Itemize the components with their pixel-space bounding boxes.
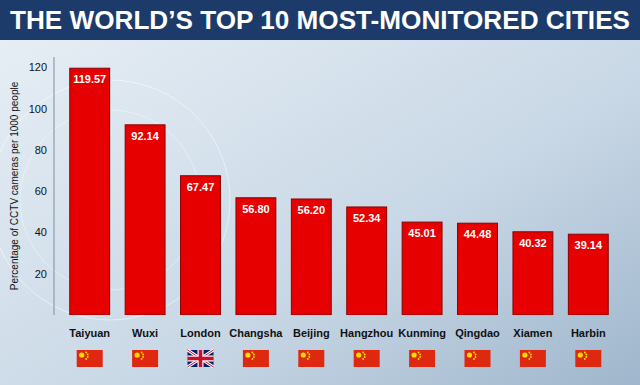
title: THE WORLD’S TOP 10 MOST-MONITORED CITIES <box>10 6 630 34</box>
category-label: Kunming <box>398 327 446 339</box>
data-label: 45.01 <box>408 227 436 239</box>
flag-icon <box>298 350 324 367</box>
flag-icon <box>77 350 103 367</box>
bar <box>568 234 608 315</box>
flag-icon <box>465 350 491 367</box>
y-axis-line <box>54 57 55 315</box>
category-label: Taiyuan <box>69 327 110 339</box>
bar <box>458 223 498 315</box>
category-label: London <box>180 327 221 339</box>
bars <box>70 68 608 315</box>
y-tick-label: 40 <box>35 226 47 238</box>
category-label: Harbin <box>571 327 606 339</box>
flag-icon <box>409 350 435 367</box>
data-label: 92.14 <box>131 130 159 142</box>
category-label: Qingdao <box>455 327 500 339</box>
data-label: 56.80 <box>242 203 270 215</box>
bar <box>70 68 110 315</box>
data-label: 40.32 <box>519 237 547 249</box>
bar <box>347 207 387 315</box>
category-label: Beijing <box>293 327 330 339</box>
flag-icon <box>132 350 158 367</box>
y-tick <box>48 191 52 192</box>
bar <box>181 176 221 315</box>
data-label: 56.20 <box>298 204 326 216</box>
decoration <box>0 80 230 320</box>
y-tick <box>48 108 52 109</box>
category-label: Xiamen <box>513 327 552 339</box>
data-label: 39.14 <box>575 239 603 251</box>
title-band <box>0 0 640 40</box>
data-label: 44.48 <box>464 228 492 240</box>
flag-icon <box>520 350 546 367</box>
flag-icon <box>575 350 601 367</box>
bar <box>291 199 331 315</box>
category-label: Wuxi <box>132 327 158 339</box>
data-label: 52.34 <box>353 212 381 224</box>
data-label: 119.57 <box>73 73 106 85</box>
category-label: Changsha <box>229 327 283 339</box>
bar <box>125 125 165 315</box>
chart-svg: THE WORLD’S TOP 10 MOST-MONITORED CITIES… <box>0 0 640 385</box>
category-label: Hangzhou <box>340 327 393 339</box>
y-tick-label: 120 <box>29 61 47 73</box>
bar <box>513 232 553 315</box>
y-tick-label: 100 <box>29 103 47 115</box>
y-tick <box>48 67 52 68</box>
background <box>0 0 640 385</box>
flag-icon <box>243 350 269 367</box>
flag-icon <box>354 350 380 367</box>
y-tick-label: 60 <box>35 185 47 197</box>
y-axis-label: Percentage of CCTV cameras per 1000 peop… <box>9 81 20 290</box>
bar <box>236 198 276 315</box>
y-tick <box>48 232 52 233</box>
y-tick <box>48 149 52 150</box>
y-tick <box>48 273 52 274</box>
y-tick-label: 80 <box>35 144 47 156</box>
y-tick-label: 20 <box>35 268 47 280</box>
bar <box>402 222 442 315</box>
flag-icon <box>188 350 214 367</box>
data-label: 67.47 <box>187 181 215 193</box>
